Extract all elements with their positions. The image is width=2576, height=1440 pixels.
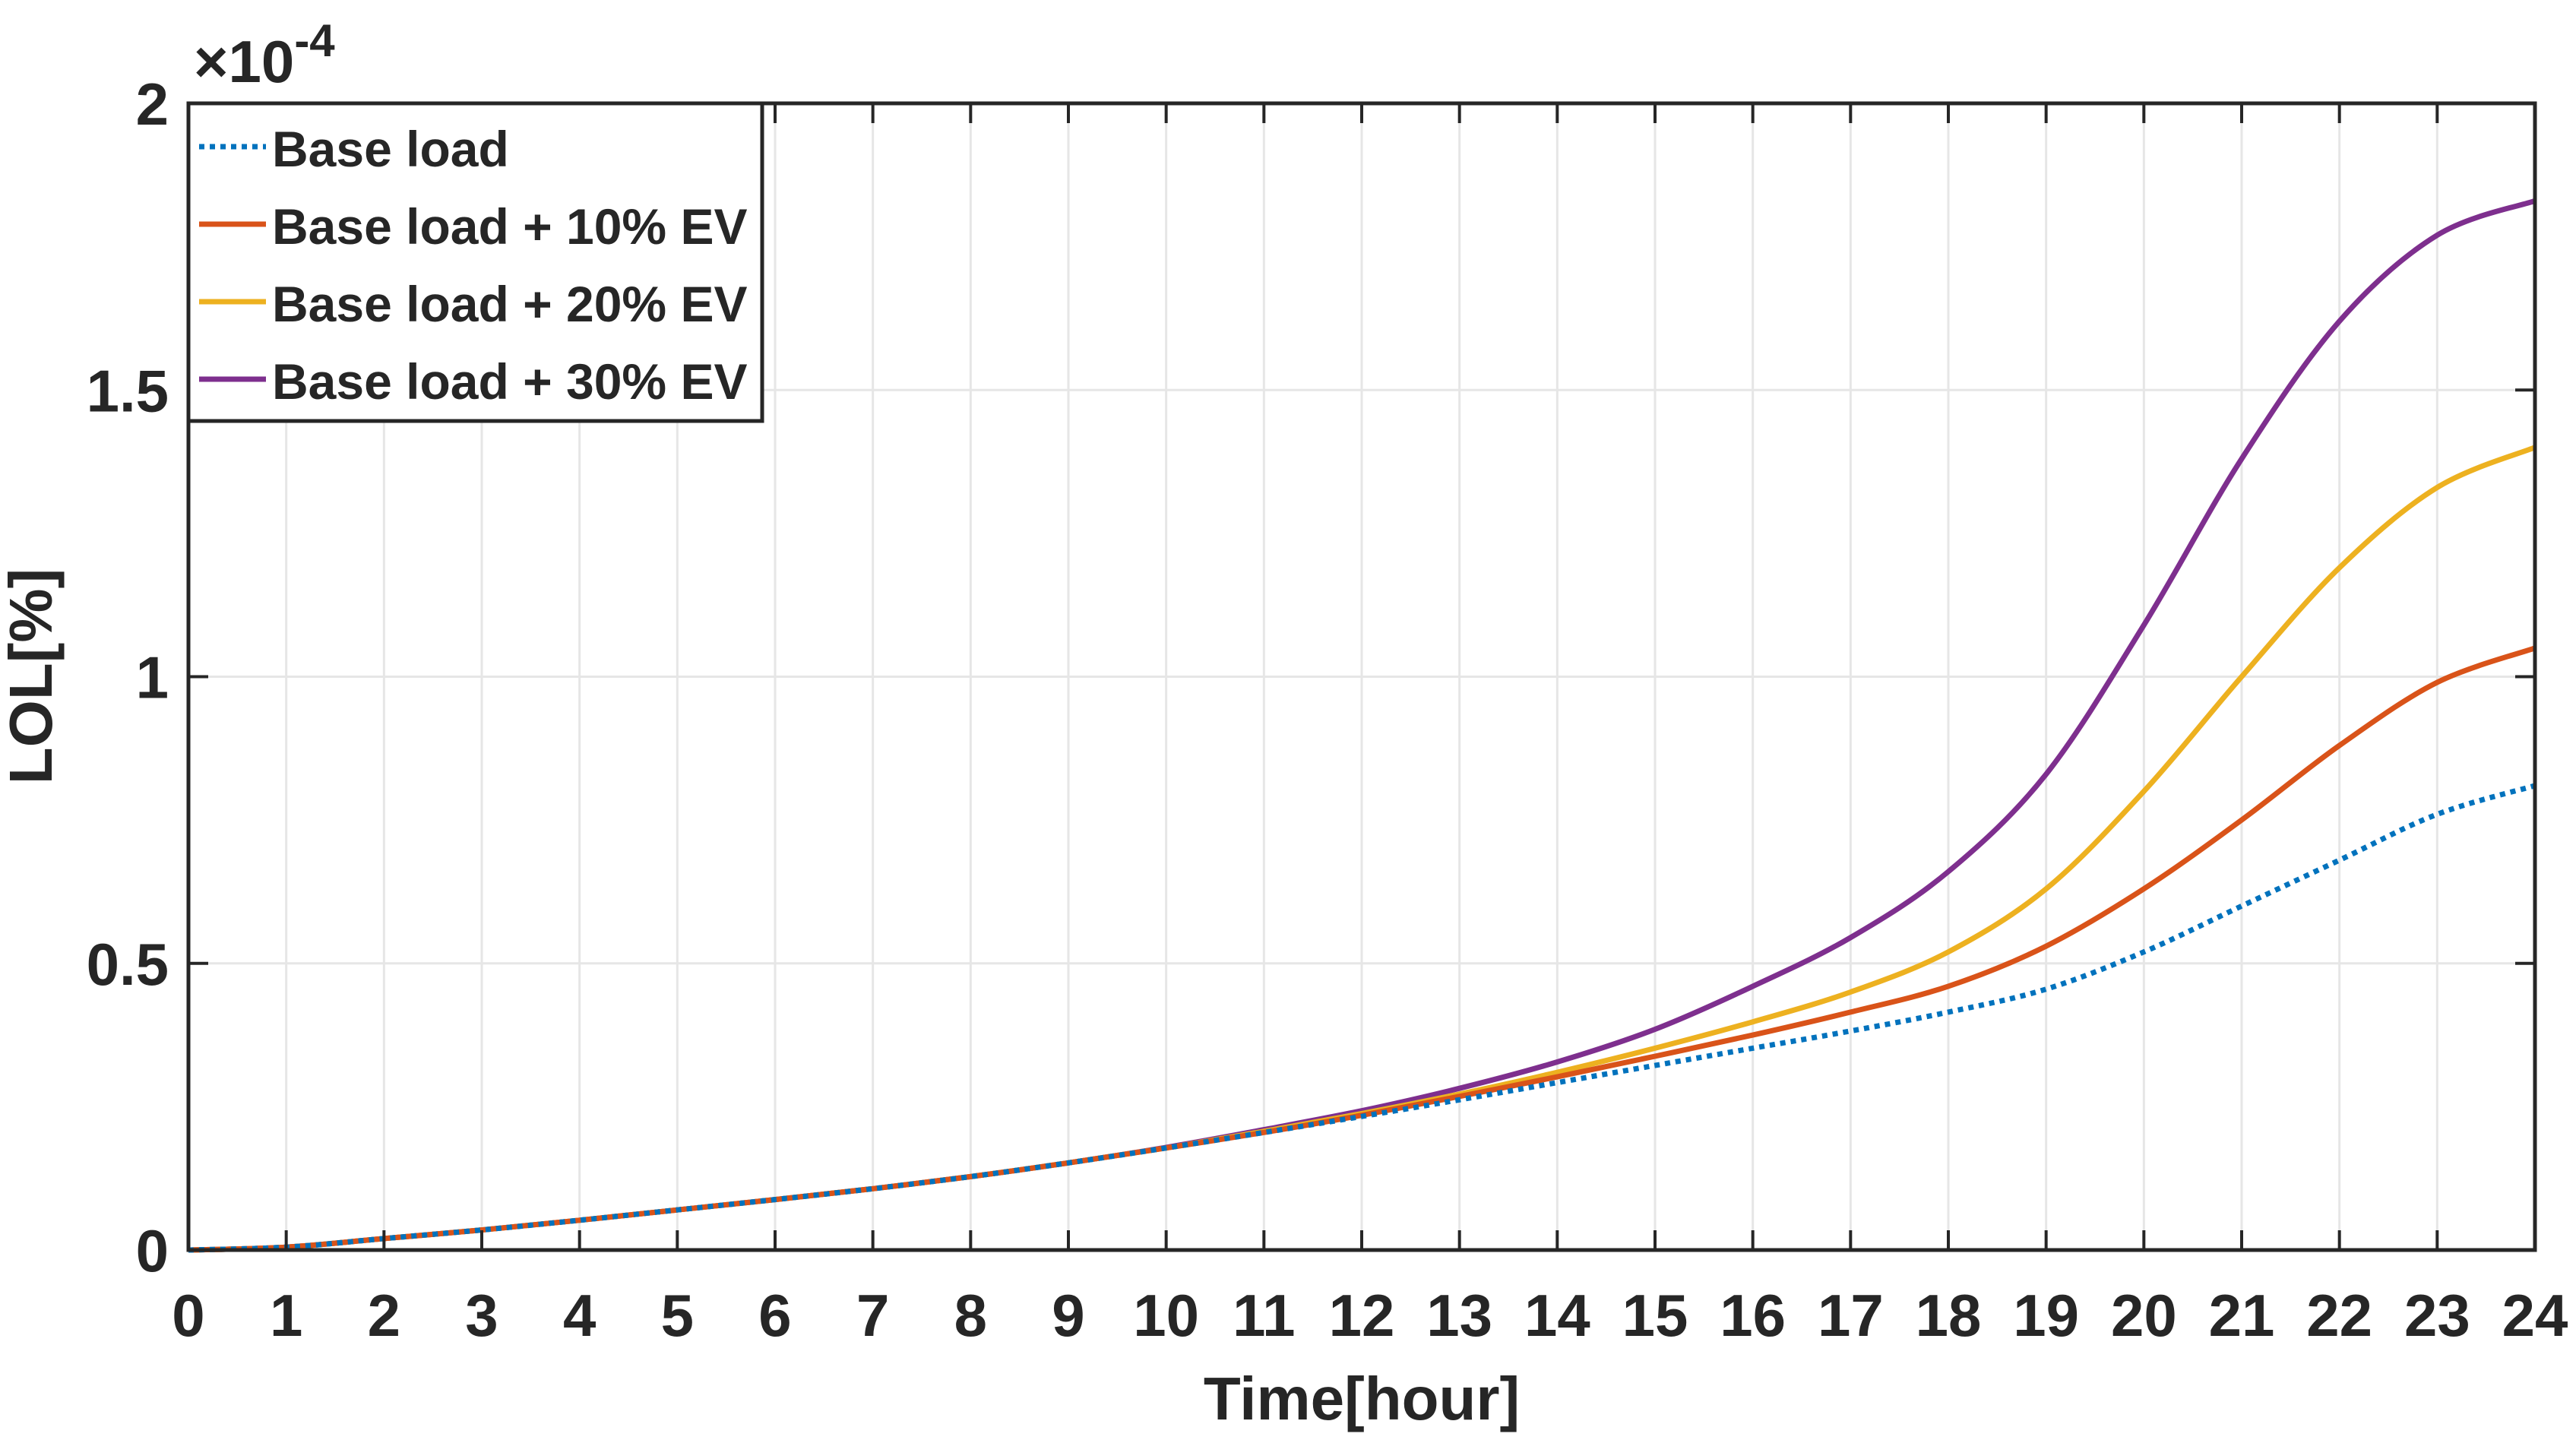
x-tick-label: 1 xyxy=(270,1282,302,1349)
x-tick-label: 24 xyxy=(2502,1282,2568,1349)
legend: Base load Base load + 10% EV Base load + 2… xyxy=(186,101,764,423)
x-tick-label: 3 xyxy=(465,1282,498,1349)
y-tick-label: 1.5 xyxy=(87,357,169,424)
legend-box xyxy=(186,101,764,423)
x-tick-label: 10 xyxy=(1133,1282,1199,1349)
x-tick-label: 14 xyxy=(1524,1282,1590,1349)
x-tick-label: 2 xyxy=(368,1282,400,1349)
x-tick-label: 21 xyxy=(2209,1282,2275,1349)
y-tick-labels: 0 0.5 1 1.5 2 xyxy=(87,71,169,1284)
x-tick-label: 6 xyxy=(758,1282,791,1349)
x-tick-label: 8 xyxy=(954,1282,987,1349)
x-tick-label: 12 xyxy=(1329,1282,1395,1349)
x-tick-label: 9 xyxy=(1052,1282,1084,1349)
x-tick-label: 13 xyxy=(1426,1282,1492,1349)
x-tick-label: 0 xyxy=(172,1282,204,1349)
y-tick-label: 1 xyxy=(136,644,169,711)
x-tick-label: 5 xyxy=(661,1282,694,1349)
x-tick-label: 23 xyxy=(2404,1282,2470,1349)
legend-label-3: Base load + 30% EV xyxy=(272,353,748,410)
x-tick-labels: 0 1 2 3 4 5 6 7 8 9 10 11 12 13 14 15 16 17 18 19 20 21 22 23 24 xyxy=(172,1282,2568,1349)
y-exponent-power: -4 xyxy=(294,15,335,66)
x-tick-label: 17 xyxy=(1818,1282,1884,1349)
legend-label-2: Base load + 20% EV xyxy=(272,276,748,332)
x-tick-label: 22 xyxy=(2306,1282,2372,1349)
x-tick-label: 20 xyxy=(2111,1282,2177,1349)
x-tick-label: 15 xyxy=(1622,1282,1688,1349)
series-line-1 xyxy=(188,645,2536,1253)
x-axis-label: Time[hour] xyxy=(1204,1365,1520,1432)
x-tick-label: 11 xyxy=(1233,1282,1295,1349)
x-tick-label: 7 xyxy=(856,1282,889,1349)
x-tick-label: 4 xyxy=(563,1282,596,1349)
y-tick-label: 0 xyxy=(136,1217,169,1284)
y-tick-label: 0.5 xyxy=(87,931,169,998)
y-exponent-label: ×10-4 xyxy=(194,15,335,95)
x-tick-label: 19 xyxy=(2013,1282,2079,1349)
series-layer xyxy=(188,198,2536,1253)
series-line-0 xyxy=(188,783,2536,1253)
legend-label-1: Base load + 10% EV xyxy=(272,198,748,255)
y-exponent-base: ×10 xyxy=(194,28,294,95)
y-tick-label: 2 xyxy=(136,71,169,138)
x-tick-label: 16 xyxy=(1720,1282,1786,1349)
legend-label-0: Base load xyxy=(272,121,509,177)
x-tick-label: 18 xyxy=(1916,1282,1982,1349)
y-axis-label: LOL[%] xyxy=(0,568,65,784)
